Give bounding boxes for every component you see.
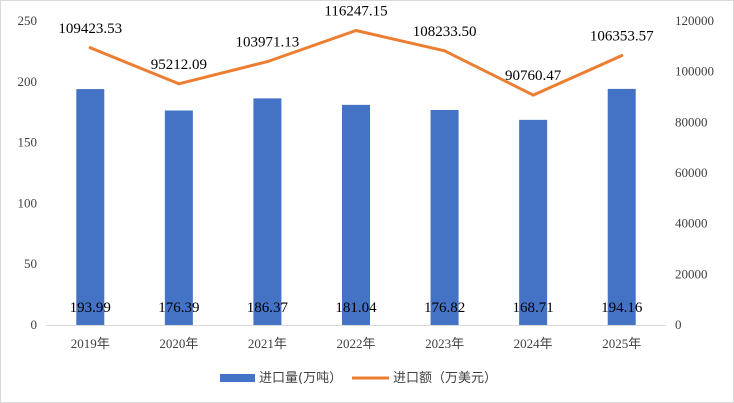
bar-value-label-6: 194.16 (601, 300, 643, 316)
bar-0 (76, 89, 105, 326)
right-y-tick-label-2: 40000 (675, 216, 708, 231)
left-y-tick-label-1: 50 (24, 256, 37, 271)
bar-series (76, 88, 636, 326)
legend-label-line: 进口额（万美元） (393, 371, 497, 386)
bar-value-label-0: 193.99 (70, 300, 111, 316)
x-tick-label-5: 2024年 (514, 336, 553, 351)
bar-value-label-2: 186.37 (247, 300, 289, 316)
right-y-tick-label-5: 100000 (675, 64, 714, 79)
bar-2 (253, 98, 282, 325)
line-point-5 (531, 93, 535, 97)
legend-swatch-bar (220, 374, 255, 382)
axes: 2019年 2020年 2021年 2022年 2023年 2024年 2025年 0 50 10… (18, 13, 715, 351)
line-value-label-0: 109423.53 (58, 21, 122, 37)
right-y-tick-label-4: 80000 (675, 114, 708, 129)
line-point-6 (620, 54, 624, 58)
line-point-2 (265, 60, 269, 64)
x-tick-label-6: 2025年 (602, 336, 641, 351)
legend-label-bar: 进口量(万吨） (259, 371, 342, 386)
data-labels: 193.99 176.39 186.37 181.04 176.82 168.71 194.… (58, 4, 654, 316)
right-y-tick-label-6: 120000 (675, 13, 714, 28)
bar-value-label-1: 176.39 (158, 300, 199, 316)
line-value-label-6: 106353.57 (590, 29, 654, 45)
bar-3 (342, 104, 370, 325)
bar-value-label-3: 181.04 (335, 300, 377, 316)
x-tick-label-0: 2019年 (71, 336, 110, 351)
right-y-tick-label-1: 20000 (675, 266, 708, 281)
left-y-tick-label-5: 250 (18, 13, 38, 28)
bar-value-label-4: 176.82 (424, 300, 465, 316)
bar-1 (164, 110, 193, 325)
legend: 进口量(万吨） 进口额（万美元） (220, 371, 497, 386)
bar-value-label-5: 168.71 (513, 300, 554, 316)
bar-4 (430, 109, 459, 325)
x-tick-label-4: 2023年 (425, 336, 464, 351)
right-y-tick-label-0: 0 (675, 317, 682, 332)
bar-5 (519, 119, 548, 326)
left-y-tick-label-4: 200 (18, 74, 38, 89)
left-y-tick-label-3: 150 (18, 135, 38, 150)
line-value-label-1: 95212.09 (151, 57, 207, 73)
line-value-label-4: 108233.50 (413, 24, 477, 40)
x-tick-label-3: 2022年 (336, 336, 375, 351)
line-value-label-3: 116247.15 (324, 4, 387, 20)
left-y-tick-label-0: 0 (31, 317, 38, 332)
x-tick-label-2: 2021年 (248, 336, 287, 351)
line-point-3 (354, 29, 358, 33)
left-y-tick-label-2: 100 (18, 195, 38, 210)
line-point-1 (177, 82, 181, 86)
line-value-label-5: 90760.47 (505, 68, 562, 84)
right-y-tick-label-3: 60000 (675, 165, 708, 180)
line-value-label-2: 103971.13 (236, 35, 300, 51)
line-point-0 (88, 46, 92, 50)
x-tick-label-1: 2020年 (159, 336, 198, 351)
line-series (88, 29, 624, 97)
line-point-4 (443, 49, 447, 53)
bar-6 (607, 88, 636, 325)
